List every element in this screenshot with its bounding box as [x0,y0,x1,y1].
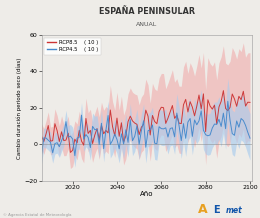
Text: ESPAÑA PENINSULAR: ESPAÑA PENINSULAR [99,7,195,15]
Y-axis label: Cambio duración periodo seco (días): Cambio duración periodo seco (días) [16,57,22,159]
Text: E: E [213,205,220,215]
Text: A: A [198,203,207,216]
X-axis label: Año: Año [140,191,154,198]
Legend: RCP8.5    ( 10 ), RCP4.5    ( 10 ): RCP8.5 ( 10 ), RCP4.5 ( 10 ) [44,37,101,55]
Text: met: met [226,206,243,215]
Text: © Agencia Estatal de Meteorología: © Agencia Estatal de Meteorología [3,213,71,217]
Text: ANUAL: ANUAL [136,22,158,27]
